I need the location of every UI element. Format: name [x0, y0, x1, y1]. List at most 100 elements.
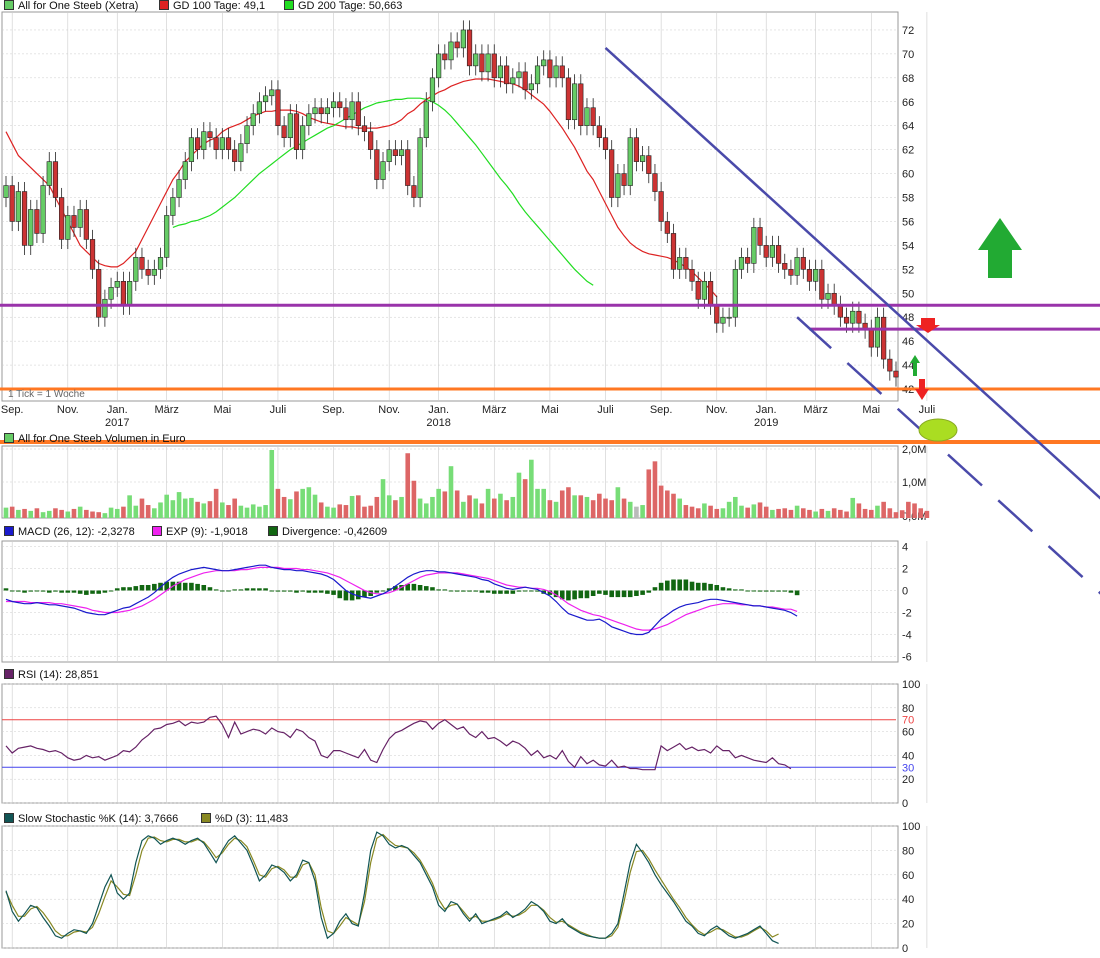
candle-body — [151, 269, 157, 276]
candle-body — [726, 316, 732, 319]
volume-bar — [473, 498, 479, 518]
candle-body — [287, 113, 293, 138]
x-axis-year-label: 2018 — [426, 417, 450, 429]
macd-axis-tick-label: -4 — [902, 630, 912, 642]
divergence-bar — [788, 590, 794, 593]
divergence-bar — [473, 590, 479, 592]
divergence-bar — [677, 579, 682, 591]
divergence-bar — [572, 590, 577, 600]
volume-bar — [800, 508, 806, 518]
small-down-arrow-icon — [915, 379, 929, 400]
volume-bar — [689, 506, 695, 518]
volume-bar — [615, 487, 621, 518]
volume-bar — [288, 499, 293, 518]
candle-body — [114, 281, 120, 288]
divergence-bar — [195, 583, 200, 591]
divergence-bar — [739, 589, 744, 591]
candle-body — [609, 149, 615, 198]
legend-swatch — [4, 433, 14, 443]
rsi-axis-tick-label: 60 — [902, 727, 914, 739]
volume-bar — [139, 498, 145, 518]
x-axis-label: Mai — [862, 404, 880, 416]
candle-body — [485, 53, 491, 73]
candle-body — [71, 215, 77, 228]
divergence-bar — [96, 590, 102, 594]
candle-body — [318, 107, 324, 115]
volume-bar — [164, 494, 169, 518]
rsi-30-label: 30 — [902, 762, 914, 774]
volume-bar — [430, 496, 435, 518]
divergence-bar — [584, 590, 590, 599]
volume-bar — [349, 495, 355, 518]
divergence-bar — [683, 579, 689, 591]
divergence-bar — [726, 588, 732, 591]
volume-bar — [34, 508, 40, 518]
volume-bar — [250, 504, 256, 518]
sma100-line — [5, 78, 718, 298]
x-axis-label: Juli — [270, 404, 287, 416]
stoch-axis-tick-label: 100 — [902, 821, 920, 833]
candle-body — [157, 257, 164, 270]
divergence-bar — [300, 590, 305, 592]
candle-body — [714, 304, 720, 324]
divergence-bar — [504, 590, 509, 594]
candle-body — [293, 113, 300, 150]
divergence-bar — [318, 590, 324, 593]
volume-bar — [652, 461, 658, 518]
candle-body — [188, 137, 195, 162]
volume-bar — [757, 502, 763, 518]
volume-bar — [306, 487, 312, 518]
volume-bar — [479, 503, 485, 518]
price-axis-tick-label: 70 — [902, 49, 914, 61]
volume-bar — [399, 496, 404, 518]
divergence-bar — [121, 587, 126, 591]
volume-bar — [763, 506, 769, 518]
candle-body — [250, 113, 256, 127]
candle-body — [83, 209, 89, 240]
volume-bar — [84, 509, 89, 518]
volume-bar — [182, 498, 188, 518]
volume-bar — [541, 488, 547, 518]
candle-body — [9, 185, 15, 222]
x-axis-label: Nov. — [378, 404, 400, 416]
volume-bar — [374, 496, 380, 518]
candle-body — [522, 71, 528, 91]
candle-body — [516, 71, 522, 79]
divergence-bar — [28, 590, 34, 592]
divergence-bar — [454, 590, 460, 592]
volume-bar — [597, 493, 602, 518]
legend-macd-1: EXP (9): -1,9018 — [152, 526, 248, 538]
macd-axis-tick-label: 4 — [902, 542, 908, 554]
divergence-bar — [615, 590, 621, 598]
volume-bar — [683, 505, 689, 518]
volume-bar — [114, 508, 120, 518]
volume-bar — [152, 508, 157, 518]
candle-body — [504, 65, 510, 85]
volume-bar — [257, 506, 262, 518]
rsi-axis-tick-label: 40 — [902, 750, 914, 762]
candle-body — [491, 53, 497, 79]
volume-bar — [510, 496, 516, 518]
candle-body — [732, 269, 738, 318]
x-axis-label: Sep. — [650, 404, 673, 416]
divergence-bar — [461, 590, 466, 592]
volume-bar — [776, 508, 781, 518]
volume-bar — [461, 501, 466, 518]
divergence-bar — [566, 590, 571, 601]
volume-bar — [362, 506, 367, 518]
divergence-bar — [627, 590, 633, 598]
divergence-bar — [337, 590, 343, 599]
divergence-bar — [3, 588, 9, 591]
candle-body — [788, 269, 794, 276]
divergence-bar — [658, 582, 664, 591]
candle-body — [578, 83, 584, 127]
divergence-bar — [84, 590, 89, 595]
candle-body — [887, 358, 893, 372]
candle-body — [207, 131, 213, 138]
x-axis-year-label: 2019 — [754, 417, 778, 429]
volume-bar — [708, 505, 713, 518]
divergence-bar — [411, 583, 417, 591]
divergence-bar — [794, 590, 800, 596]
candle-body — [627, 137, 633, 186]
